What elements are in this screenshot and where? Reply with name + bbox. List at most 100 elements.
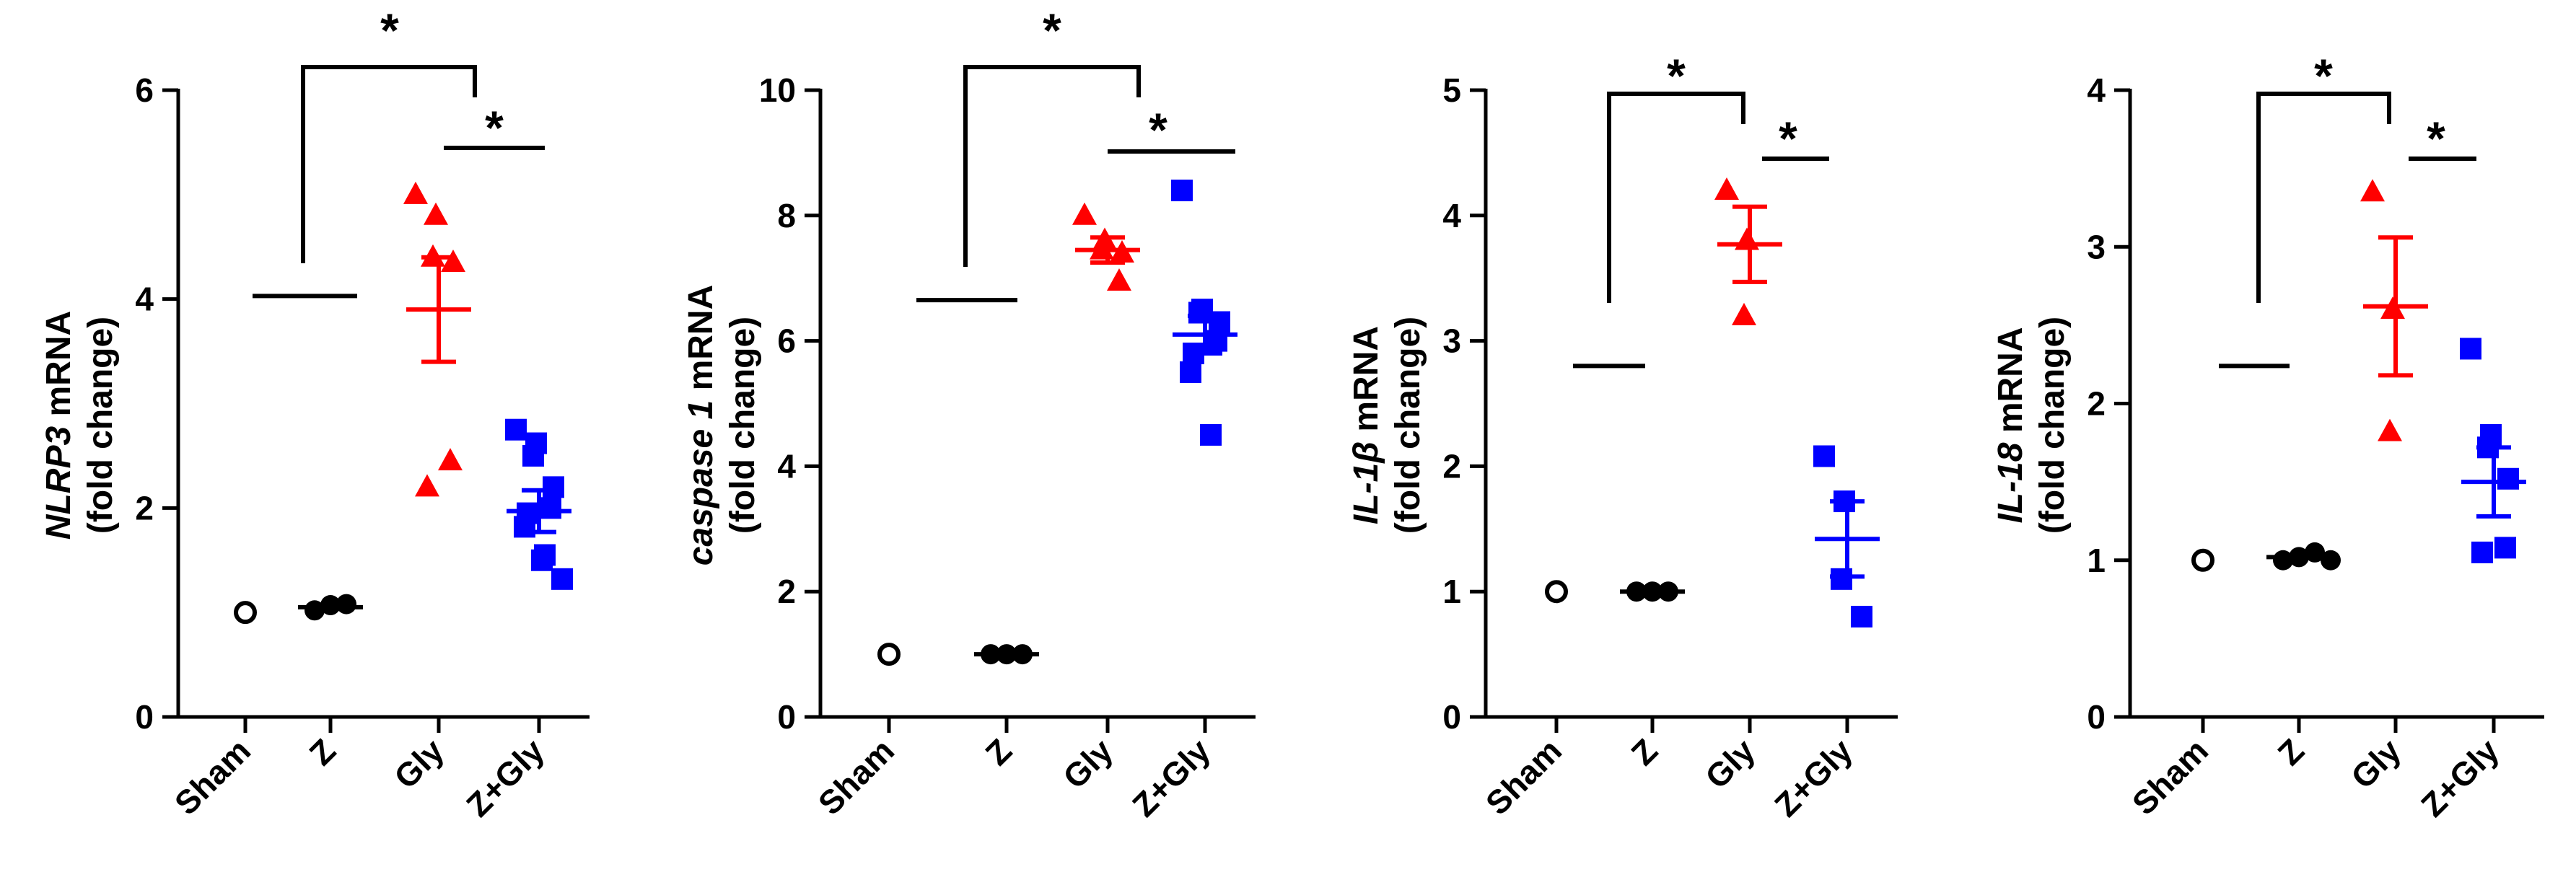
data-point <box>2494 537 2516 559</box>
data-point <box>1180 361 1201 384</box>
x-tick-label: Gly <box>1698 731 1762 796</box>
y-axis-label-line2: (fold change) <box>2033 317 2072 534</box>
significance-bracket <box>301 65 477 263</box>
y-tick-label: 4 <box>1442 197 1461 234</box>
y-axis-label-unit: mRNA <box>1992 327 2030 442</box>
x-tick-label: Z+Gly <box>1767 731 1859 824</box>
data-point <box>336 594 356 615</box>
y-axis-label-gene: caspase 1 <box>682 400 720 566</box>
significance-star: * <box>1043 4 1061 57</box>
data-point <box>522 444 544 467</box>
y-axis-label-line2: (fold change) <box>1389 317 1427 534</box>
y-tick-label: 3 <box>2087 228 2106 265</box>
significance-star: * <box>1149 103 1167 157</box>
y-axis-label: caspase 1 mRNA <box>682 285 720 566</box>
y-axis-label: IL-1β mRNA <box>1347 326 1385 524</box>
y-tick-label: 2 <box>777 573 796 610</box>
data-point <box>424 202 448 225</box>
y-tick-label: 5 <box>1442 71 1461 109</box>
x-tick-label: Gly <box>2344 731 2408 796</box>
y-axis-label-unit: mRNA <box>1347 326 1385 441</box>
y-tick-label: 10 <box>759 71 796 109</box>
y-axis-label-unit: mRNA <box>682 285 720 400</box>
y-tick-label: 3 <box>1442 322 1461 360</box>
chart-panel-3: 0 1 2 3 4 5 Sham Z Gly Z+Gly IL-1β mRNA (fold chang… <box>1347 49 1898 824</box>
significance-star: * <box>1779 112 1797 165</box>
y-tick-label: 2 <box>135 489 154 527</box>
y-tick-label: 1 <box>1442 573 1461 610</box>
data-point <box>2360 179 2385 202</box>
x-tick-label: Z <box>2270 731 2311 772</box>
y-axis-label-line2: (fold change) <box>82 317 120 534</box>
data-point <box>2497 467 2519 490</box>
chart-panel-1: 0 2 4 6 Sham Z Gly Z+Gly NLRP3 mRNA (fold change)… <box>40 4 590 824</box>
x-tick-label: Z+Gly <box>2414 731 2506 824</box>
y-axis-label: NLRP3 mRNA <box>40 311 78 540</box>
data-point <box>1107 268 1131 291</box>
data-point <box>415 474 439 497</box>
data-point <box>531 549 553 571</box>
data-point <box>1200 423 1222 446</box>
y-tick-label: 2 <box>1442 447 1461 485</box>
x-tick-label: Z+Gly <box>1125 731 1217 824</box>
y-tick-label: 1 <box>2087 542 2106 579</box>
data-point <box>1813 445 1835 467</box>
x-tick-label: Z <box>1624 731 1665 772</box>
data-point <box>514 516 535 538</box>
significance-star: * <box>485 101 504 154</box>
data-point <box>2191 548 2214 572</box>
significance-star: * <box>2314 49 2333 102</box>
x-tick-label: Gly <box>387 731 451 796</box>
significance-star: * <box>1667 49 1686 102</box>
data-point <box>877 643 901 666</box>
data-point <box>543 476 564 498</box>
y-tick-label: 0 <box>2087 698 2106 736</box>
data-point <box>1072 202 1097 225</box>
data-point <box>1735 227 1759 250</box>
y-tick-label: 4 <box>135 281 154 318</box>
y-tick-label: 8 <box>777 197 796 234</box>
y-tick-label: 0 <box>135 698 154 736</box>
x-tick-label: Z <box>978 731 1019 772</box>
data-point <box>2471 541 2493 563</box>
data-point <box>540 497 561 519</box>
x-tick-label: Gly <box>1056 731 1120 796</box>
y-tick-label: 0 <box>777 698 796 736</box>
data-point <box>551 568 573 590</box>
data-point <box>505 418 527 441</box>
data-point <box>2460 338 2481 360</box>
y-tick-label: 4 <box>777 447 796 485</box>
y-axis-label-gene: IL-18 <box>1992 442 2030 523</box>
significance-star: * <box>380 4 399 57</box>
y-tick-label: 6 <box>135 71 154 109</box>
data-point <box>438 448 463 471</box>
significance-star: * <box>2427 112 2445 165</box>
y-axis-label-gene: NLRP3 <box>40 426 78 540</box>
y-axis-label: IL-18 mRNA <box>1992 327 2030 523</box>
y-axis-label-line2: (fold change) <box>724 317 762 534</box>
x-tick-label: Z <box>302 731 343 772</box>
y-tick-label: 2 <box>2087 385 2106 423</box>
data-point <box>441 249 465 272</box>
x-tick-label: Sham <box>2125 731 2215 822</box>
data-point <box>403 181 428 204</box>
y-tick-label: 0 <box>1442 698 1461 736</box>
x-tick-label: Z+Gly <box>459 731 551 824</box>
data-point <box>1732 302 1756 325</box>
chart-panel-2: 0 2 4 6 8 10 Sham Z Gly Z+Gly caspase 1 mRNA (fold … <box>682 4 1256 824</box>
significance-bracket <box>963 65 1141 267</box>
data-point <box>1171 180 1193 202</box>
data-point <box>234 601 257 625</box>
data-point <box>2378 418 2402 441</box>
significance-bracket <box>1607 92 1745 303</box>
x-tick-label: Sham <box>1478 731 1569 822</box>
data-point <box>2321 550 2341 571</box>
significance-bracket <box>2256 92 2391 303</box>
x-tick-label: Sham <box>811 731 901 822</box>
y-tick-label: 4 <box>2087 71 2106 109</box>
y-axis-label-gene: IL-1β <box>1347 441 1385 524</box>
data-point <box>1851 605 1872 627</box>
y-axis-label-unit: mRNA <box>40 311 78 426</box>
data-point <box>1545 580 1568 604</box>
